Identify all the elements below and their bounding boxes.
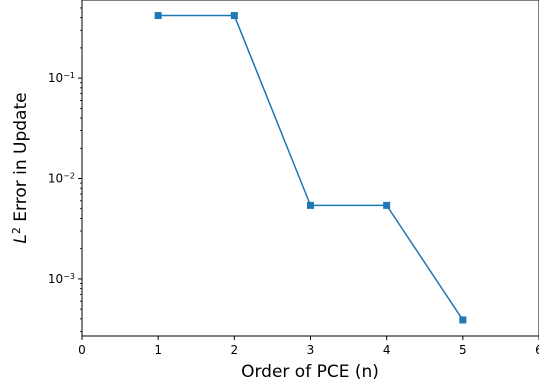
y-axis-label: L2 Error in Update [10, 92, 32, 243]
data-point-marker [154, 12, 162, 20]
x-tick-label: 0 [78, 343, 86, 357]
x-tick-label: 4 [383, 343, 391, 357]
data-point-marker [383, 201, 391, 209]
plot-area [81, 0, 539, 337]
x-axis: 0 1 2 3 4 5 6 [78, 336, 539, 357]
y-axis: 10−3 10−2 10−1 [48, 7, 82, 332]
x-tick-label: 1 [154, 343, 162, 357]
y-tick-label: 10−3 [48, 271, 75, 286]
x-tick-label: 6 [535, 343, 539, 357]
x-axis-label: Order of PCE (n) [241, 362, 379, 382]
x-tick-label: 5 [459, 343, 467, 357]
x-tick-label: 2 [231, 343, 239, 357]
data-point-marker [230, 12, 238, 20]
data-point-marker [307, 201, 314, 209]
y-tick-label: 10−1 [48, 71, 75, 86]
data-point-marker [459, 316, 467, 324]
series-group [154, 12, 467, 324]
y-tick-label: 10−2 [48, 171, 75, 186]
x-tick-label: 3 [307, 343, 315, 357]
